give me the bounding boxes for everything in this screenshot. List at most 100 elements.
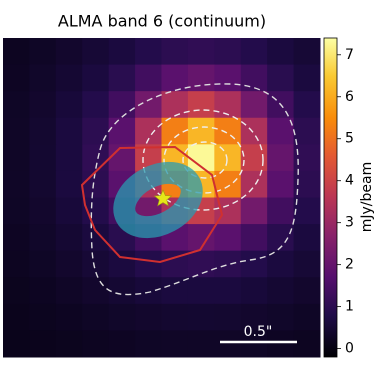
pixel bbox=[187, 250, 215, 278]
pixel bbox=[187, 303, 215, 331]
pixel bbox=[240, 303, 268, 331]
star-marker bbox=[153, 189, 173, 207]
pixel bbox=[187, 117, 215, 145]
colorbar-tick-label: 3 bbox=[345, 215, 354, 231]
pixel bbox=[3, 250, 30, 278]
pixel bbox=[240, 170, 268, 198]
pixel bbox=[293, 64, 321, 92]
pixel bbox=[55, 277, 83, 305]
pixel bbox=[29, 144, 57, 172]
pixel bbox=[82, 38, 110, 66]
pixel bbox=[82, 117, 110, 145]
pixel bbox=[29, 303, 57, 331]
pixel bbox=[29, 330, 57, 358]
pixel bbox=[108, 330, 136, 358]
pixel bbox=[240, 197, 268, 225]
pixel bbox=[29, 197, 57, 225]
pixel bbox=[3, 224, 30, 252]
contour bbox=[163, 126, 245, 194]
pixel bbox=[55, 170, 83, 198]
pixel bbox=[293, 303, 321, 331]
pixel bbox=[187, 64, 215, 92]
pixel bbox=[108, 250, 136, 278]
pixel bbox=[82, 224, 110, 252]
pixel bbox=[267, 197, 295, 225]
pixel bbox=[29, 170, 57, 198]
image bbox=[3, 38, 321, 358]
pixel bbox=[82, 330, 110, 358]
pixel bbox=[135, 330, 162, 358]
colorbar-tick-label: 1 bbox=[345, 299, 354, 315]
pixel bbox=[161, 303, 189, 331]
pixel bbox=[187, 277, 215, 305]
pixel bbox=[161, 330, 189, 358]
pixel bbox=[108, 38, 136, 66]
pixel bbox=[240, 91, 268, 119]
colorbar-tick-label: 2 bbox=[345, 257, 354, 273]
pixel bbox=[29, 117, 57, 145]
pixel bbox=[3, 303, 30, 331]
pixel bbox=[55, 38, 83, 66]
pixel bbox=[187, 38, 215, 66]
pixel bbox=[240, 250, 268, 278]
colorbar-tick-label: 6 bbox=[345, 89, 354, 105]
pixel bbox=[267, 330, 295, 358]
pixel bbox=[240, 224, 268, 252]
chart-title: ALMA band 6 (continuum) bbox=[58, 12, 266, 31]
pixel bbox=[55, 330, 83, 358]
pixel bbox=[214, 117, 242, 145]
pixel bbox=[82, 277, 110, 305]
pixel bbox=[55, 144, 83, 172]
pixel bbox=[3, 277, 30, 305]
pixel bbox=[187, 330, 215, 358]
pixel bbox=[3, 330, 30, 358]
colorbar bbox=[323, 37, 338, 358]
pixel bbox=[267, 277, 295, 305]
pixel bbox=[135, 277, 162, 305]
pixel bbox=[108, 303, 136, 331]
pixel bbox=[214, 144, 242, 172]
pixel bbox=[240, 277, 268, 305]
pixel bbox=[214, 224, 242, 252]
pixel bbox=[3, 170, 30, 198]
pixel bbox=[82, 303, 110, 331]
pixel bbox=[267, 64, 295, 92]
pixel bbox=[55, 197, 83, 225]
pixel bbox=[240, 330, 268, 358]
colorbar-tick-label: 7 bbox=[345, 47, 354, 63]
pixel bbox=[267, 38, 295, 66]
pixel bbox=[135, 38, 162, 66]
pixel bbox=[267, 250, 295, 278]
colorbar-tick-label: 4 bbox=[345, 173, 354, 189]
pixel bbox=[55, 303, 83, 331]
pixel bbox=[161, 64, 189, 92]
pixel bbox=[135, 64, 162, 92]
pixel bbox=[161, 38, 189, 66]
overlay: 0.5" bbox=[80, 83, 299, 344]
pixel bbox=[82, 91, 110, 119]
pixel bbox=[29, 250, 57, 278]
pixel bbox=[108, 117, 136, 145]
pixel bbox=[3, 38, 30, 66]
pixel bbox=[214, 277, 242, 305]
pixel bbox=[293, 117, 321, 145]
pixel bbox=[55, 91, 83, 119]
pixel bbox=[108, 91, 136, 119]
pixel bbox=[267, 170, 295, 198]
pixel bbox=[29, 91, 57, 119]
pixel bbox=[55, 224, 83, 252]
pixel bbox=[161, 277, 189, 305]
contour bbox=[90, 83, 299, 296]
region bbox=[80, 145, 224, 264]
pixel bbox=[293, 277, 321, 305]
scale-bar-label: 0.5" bbox=[244, 324, 273, 340]
pixel bbox=[3, 64, 30, 92]
pixel bbox=[135, 303, 162, 331]
pixel bbox=[135, 250, 162, 278]
pixel bbox=[214, 170, 242, 198]
pixel bbox=[29, 224, 57, 252]
pixel bbox=[267, 117, 295, 145]
pixel bbox=[293, 38, 321, 66]
pixel bbox=[214, 330, 242, 358]
contour bbox=[182, 141, 228, 179]
